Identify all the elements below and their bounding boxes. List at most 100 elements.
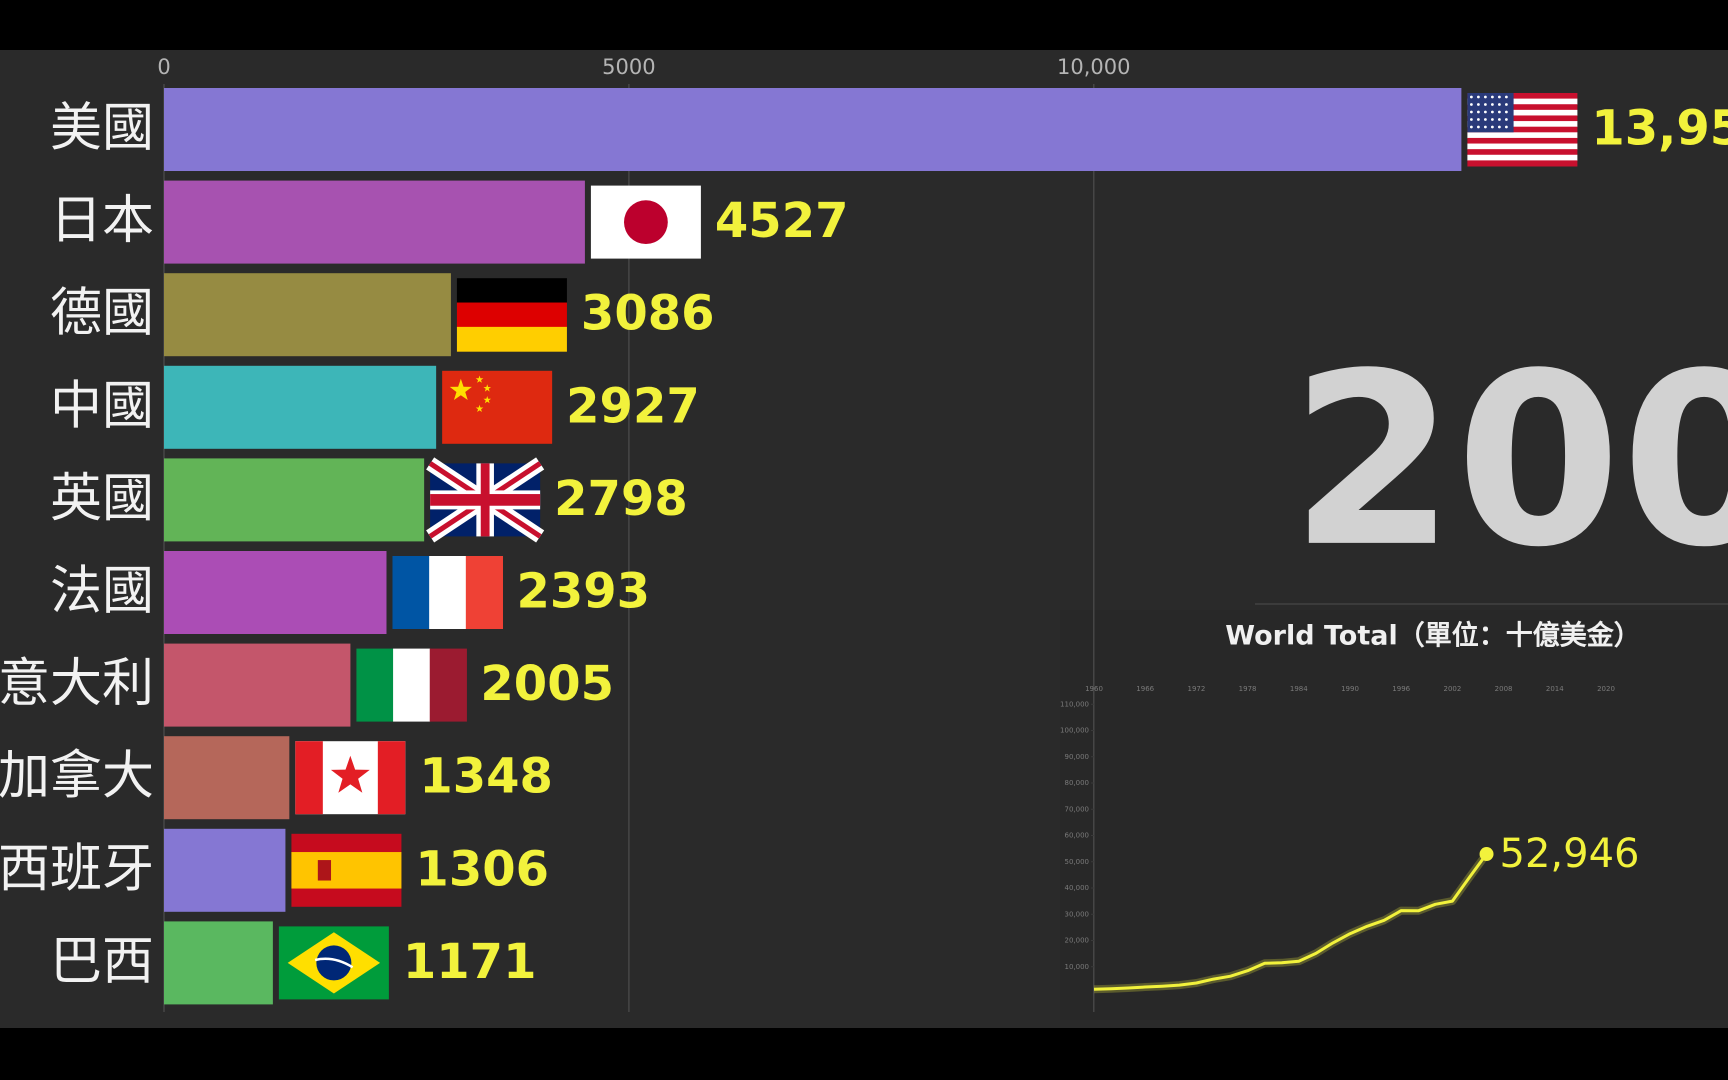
flag (392, 556, 503, 629)
y-tick-label: 80,000 (1065, 779, 1090, 787)
flag-star (1476, 118, 1480, 121)
x-tick-label: 1990 (1341, 685, 1359, 693)
flag-stripe (1467, 98, 1578, 105)
inset-title: World Total（單位：十億美金） (1225, 620, 1640, 652)
flag-star (449, 378, 472, 400)
flag-star (1483, 118, 1487, 121)
category-label: 英國 (50, 469, 154, 529)
flag-star (1483, 125, 1487, 129)
value-label: 2005 (480, 656, 614, 712)
bar (164, 643, 351, 727)
flag-globe (316, 945, 352, 981)
y-tick-label: 40,000 (1065, 884, 1090, 892)
bar (164, 365, 437, 449)
flag-star (1497, 125, 1501, 129)
bar (164, 921, 273, 1005)
flag-star (1497, 118, 1501, 121)
bar (164, 736, 290, 820)
category-label: 意大利 (0, 654, 154, 714)
x-tick-label: 1996 (1392, 685, 1410, 693)
flag-star (1476, 103, 1480, 106)
x-tick-label: 5000 (602, 55, 655, 79)
x-tick-label: 10,000 (1057, 55, 1130, 79)
y-tick-label: 20,000 (1065, 937, 1090, 945)
category-label: 加拿大 (0, 747, 154, 807)
bar (164, 828, 286, 912)
flag-cross (430, 494, 541, 506)
flag (291, 833, 402, 907)
y-tick-label: 60,000 (1065, 832, 1090, 840)
flag-stripe (456, 278, 567, 304)
flag-star (1483, 95, 1487, 99)
flag-star (1504, 118, 1508, 121)
line (1093, 853, 1488, 991)
y-tick-label: 50,000 (1065, 858, 1090, 866)
category-label: 德國 (50, 284, 154, 344)
flag-star (1476, 110, 1480, 114)
inset-panel (1060, 610, 1728, 1020)
y-tick-label: 70,000 (1065, 805, 1090, 813)
flag-band (377, 741, 406, 815)
flag-star (1490, 118, 1494, 121)
flag-sun (624, 200, 668, 244)
x-tick-label: 1978 (1239, 685, 1257, 693)
flag (426, 457, 545, 543)
x-tick-label: 1972 (1187, 685, 1205, 693)
flag-star (1469, 118, 1473, 121)
x-tick-label: 2014 (1546, 685, 1564, 693)
flag-stripe (1467, 137, 1578, 145)
flag (295, 741, 406, 815)
flag-star (1497, 110, 1501, 114)
value-label: 1171 (403, 934, 537, 990)
bar (164, 180, 585, 264)
flag-star (1504, 103, 1508, 106)
flag-stripe (1467, 93, 1578, 100)
flag-stripe (429, 648, 467, 722)
x-tick-label: 2020 (1597, 685, 1615, 693)
flag-star (1504, 125, 1508, 129)
category-label: 巴西 (50, 932, 154, 992)
category-label: 法國 (50, 562, 154, 622)
flag-stripe (429, 556, 467, 629)
flag-star (1469, 110, 1473, 114)
value-label: 1306 (415, 841, 549, 897)
flag-field (442, 370, 553, 444)
flag-band (314, 957, 354, 969)
flag-stripe (1467, 132, 1578, 139)
flag-stripe (393, 648, 431, 722)
value-label: 4527 (715, 193, 849, 249)
flag-stripe (1467, 149, 1578, 156)
flag-stripe (1467, 115, 1578, 122)
x-tick-label: 1966 (1136, 685, 1154, 693)
flag-band (295, 741, 323, 815)
flag (442, 370, 553, 444)
flag (356, 648, 467, 722)
x-tick-label: 0 (157, 55, 170, 79)
year-label: 2006 (1290, 323, 1728, 600)
category-label: 西班牙 (0, 839, 154, 899)
flag-leaf (330, 755, 370, 793)
x-tick-label: 2008 (1495, 685, 1513, 693)
flag-stripe (1467, 143, 1578, 150)
flag-band (291, 852, 402, 889)
y-tick-label: 100,000 (1060, 727, 1089, 735)
flag-star (1483, 110, 1487, 114)
x-tick-label: 1960 (1085, 685, 1103, 693)
value-label: 1348 (419, 749, 553, 805)
flag (1467, 93, 1578, 167)
flag-stripe (356, 648, 394, 722)
flag-stripe (456, 302, 567, 328)
flag-star (1469, 125, 1473, 129)
flag-star (475, 375, 484, 383)
flag-star (1469, 103, 1473, 106)
category-label: 日本 (50, 191, 154, 251)
flag-star (483, 384, 492, 392)
category-label: 美國 (50, 99, 154, 159)
flag-emblem (317, 860, 332, 881)
flag-stripe (465, 556, 503, 629)
flag-star (1504, 95, 1508, 99)
flag-stripe (1467, 160, 1578, 167)
flag-star (1490, 110, 1494, 114)
